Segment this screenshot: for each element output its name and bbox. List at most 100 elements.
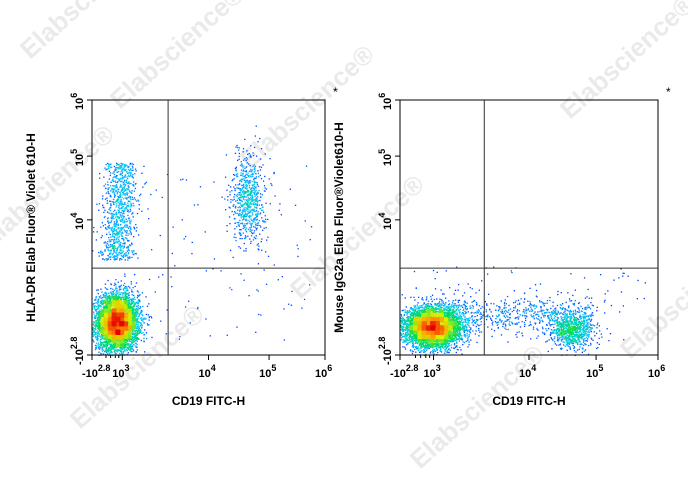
event-dot <box>123 165 126 167</box>
event-dot <box>99 321 101 323</box>
event-dot <box>254 218 256 220</box>
event-dot <box>118 236 121 238</box>
event-dot <box>137 294 139 296</box>
event-dot <box>120 174 122 176</box>
event-dot <box>118 178 120 180</box>
event-dot <box>130 350 132 352</box>
event-dot <box>256 218 259 221</box>
event-dot <box>132 287 134 289</box>
event-dot <box>132 291 134 293</box>
event-dot <box>105 308 107 310</box>
event-dot <box>129 197 131 199</box>
event-dot <box>234 211 236 213</box>
event-dot <box>112 336 114 338</box>
event-dot <box>244 201 246 203</box>
event-dot <box>100 338 102 340</box>
event-dot <box>130 347 132 349</box>
event-dot <box>105 245 108 248</box>
event-dot <box>273 172 275 175</box>
event-dot <box>99 341 102 343</box>
event-dot <box>124 306 126 308</box>
event-dot <box>131 331 134 333</box>
event-dot <box>105 342 107 344</box>
event-dot <box>105 292 107 294</box>
event-dot <box>259 158 262 160</box>
event-dot <box>120 246 122 248</box>
event-dot <box>103 310 105 313</box>
event-dot <box>96 333 98 335</box>
event-dot <box>242 209 244 211</box>
event-dot <box>102 324 105 326</box>
event-dot <box>95 329 97 331</box>
event-dot <box>127 252 130 254</box>
event-dot <box>301 307 303 309</box>
event-dot <box>243 196 245 199</box>
event-dot <box>117 188 119 190</box>
event-dot <box>243 214 245 216</box>
event-dot <box>110 336 112 338</box>
event-dot <box>98 209 100 211</box>
event-dot <box>247 198 249 200</box>
event-dot <box>111 341 113 343</box>
event-dot <box>123 338 126 340</box>
event-dot <box>126 254 128 257</box>
event-dot <box>259 137 261 140</box>
event-dot <box>101 222 103 224</box>
event-dot <box>126 232 128 234</box>
event-dot <box>124 301 127 303</box>
event-dot <box>125 230 127 232</box>
event-dot <box>129 221 132 223</box>
event-dot <box>124 165 126 167</box>
event-dot <box>256 203 258 205</box>
event-dot <box>113 292 115 295</box>
event-dot <box>130 299 132 301</box>
event-dot <box>133 323 135 325</box>
event-dot <box>260 148 263 150</box>
event-dot <box>108 347 110 349</box>
event-dot <box>126 339 128 341</box>
event-dot <box>237 187 239 189</box>
event-dot <box>114 336 117 338</box>
event-dot <box>106 211 109 213</box>
event-dot <box>127 188 129 190</box>
event-dot <box>257 249 260 251</box>
event-dot <box>103 319 105 321</box>
event-dot <box>127 314 129 317</box>
event-dot <box>107 349 110 352</box>
event-dot <box>240 178 242 181</box>
event-dot <box>125 334 127 336</box>
event-dot <box>116 307 118 309</box>
event-dot <box>108 309 111 311</box>
event-dot <box>117 167 119 169</box>
event-dot <box>103 185 105 187</box>
event-dot <box>103 335 105 337</box>
event-dot <box>171 286 173 288</box>
event-dot <box>257 192 259 194</box>
event-dot <box>135 310 137 313</box>
event-dot <box>258 245 260 247</box>
event-dot <box>109 337 111 339</box>
event-dot <box>120 298 122 301</box>
event-dot <box>109 300 112 303</box>
event-dot <box>239 219 241 221</box>
event-dot <box>107 222 110 224</box>
event-dot <box>250 188 252 191</box>
event-dot <box>226 189 228 191</box>
event-dot <box>97 322 99 324</box>
event-dot <box>246 199 248 201</box>
event-dot <box>113 306 115 308</box>
event-dot <box>135 343 138 345</box>
event-dot <box>130 326 132 328</box>
event-dot <box>253 236 255 238</box>
watermark-text: Elabscience® <box>234 39 380 175</box>
event-dot <box>100 251 102 253</box>
event-dot <box>136 337 138 340</box>
event-dot <box>256 193 258 195</box>
event-dot <box>121 213 124 215</box>
event-dot <box>245 184 247 186</box>
event-dot <box>209 335 211 337</box>
event-dot <box>247 204 250 207</box>
event-dot <box>121 337 123 339</box>
event-dot <box>238 206 241 208</box>
event-dot <box>110 217 112 219</box>
